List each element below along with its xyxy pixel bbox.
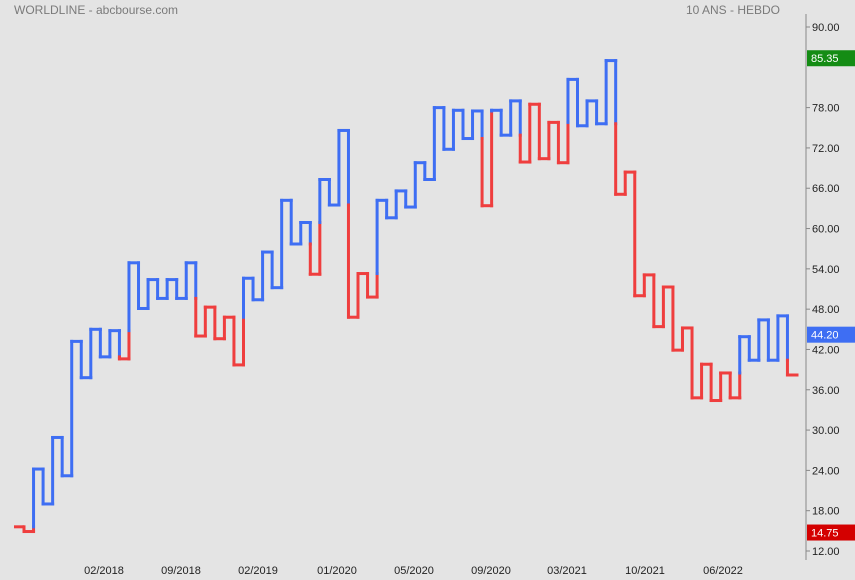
- y-tick-label: 72.00: [812, 143, 840, 155]
- y-tick-label: 30.00: [812, 425, 840, 437]
- price-tag: [807, 326, 855, 343]
- price-tag: [807, 524, 855, 541]
- y-tick-label: 48.00: [812, 304, 840, 316]
- y-tick-label: 90.00: [812, 22, 840, 34]
- x-tick-label: 03/2021: [547, 565, 587, 577]
- chart-period: 10 ANS - HEBDO: [685, 3, 780, 17]
- y-tick-label: 12.00: [812, 546, 840, 558]
- price-tag-label: 44.20: [811, 330, 839, 342]
- y-tick-label: 66.00: [812, 183, 840, 195]
- y-tick-label: 78.00: [812, 103, 840, 115]
- x-tick-label: 02/2018: [84, 565, 124, 577]
- x-tick-label: 05/2020: [394, 565, 434, 577]
- price-tag: [807, 50, 855, 67]
- x-tick-label: 06/2022: [703, 565, 743, 577]
- y-tick-label: 24.00: [812, 465, 840, 477]
- x-tick-label: 01/2020: [317, 565, 357, 577]
- y-tick-label: 54.00: [812, 264, 840, 276]
- price-tag-label: 85.35: [811, 53, 839, 65]
- y-tick-label: 36.00: [812, 385, 840, 397]
- x-tick-label: 10/2021: [625, 565, 665, 577]
- chart-title: WORLDLINE - abcbourse.com: [14, 3, 179, 17]
- x-tick-label: 09/2018: [161, 565, 201, 577]
- y-tick-label: 60.00: [812, 224, 840, 236]
- y-tick-label: 18.00: [812, 506, 840, 518]
- y-tick-label: 42.00: [812, 344, 840, 356]
- x-tick-label: 09/2020: [471, 565, 511, 577]
- x-tick-label: 02/2019: [238, 565, 278, 577]
- price-tag-label: 14.75: [811, 528, 839, 540]
